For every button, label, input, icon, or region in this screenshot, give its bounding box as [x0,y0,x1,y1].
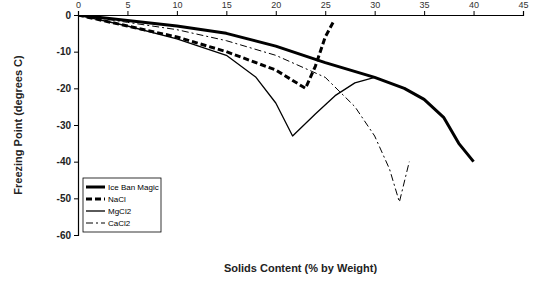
y-tick-label: -10 [57,46,72,57]
x-tick-label: 25 [321,0,331,10]
y-tick-mark [74,198,78,199]
y-tick: -40 [57,156,78,167]
x-tick-mark [127,11,128,15]
y-tick-mark [74,125,78,126]
y-tick-label: 0 [65,10,71,21]
x-tick: 25 [321,0,331,15]
series-line [78,15,474,162]
x-tick-mark [375,11,376,15]
x-tick-label: 20 [271,0,281,10]
series-group [78,15,474,202]
x-tick: 30 [370,0,380,15]
y-tick-label: -50 [57,193,72,204]
y-tick-label: -20 [57,83,72,94]
plot: 0 5 10 15 20 25 30 35 40 45 0 -10 -20 -30 -40 -50 -60 Ice… [57,0,529,241]
x-tick-mark [523,11,524,15]
y-tick-mark [74,88,78,89]
y-tick-mark [74,162,78,163]
x-tick-mark [276,11,277,15]
x-tick: 5 [125,0,130,15]
x-axis-title: Solids Content (% by Weight) [224,262,378,274]
x-tick-label: 0 [76,0,81,10]
x-tick-mark [424,11,425,15]
x-axis-line [79,11,524,16]
x-tick: 40 [469,0,479,15]
legend-label: NaCl [108,195,126,204]
x-tick-label: 45 [518,0,528,10]
x-tick-mark [325,11,326,15]
legend-label: Ice Ban Magic [108,183,159,192]
y-tick-label: -60 [57,230,72,241]
series-line [78,15,375,136]
x-tick-label: 40 [469,0,479,10]
x-tick-mark [226,11,227,15]
x-axis: 0 5 10 15 20 25 30 35 40 45 [76,0,529,16]
x-tick: 20 [271,0,281,15]
y-tick: -60 [57,230,78,241]
legend-swatch [86,210,105,211]
x-tick-label: 30 [370,0,380,10]
chart: 0 5 10 15 20 25 30 35 40 45 0 -10 -20 -30 -40 -50 -60 Ice… [0,0,537,286]
x-tick-mark [177,11,178,15]
legend-swatch [86,186,105,189]
x-tick-label: 5 [125,0,130,10]
legend: Ice Ban Magic NaCl MgCl2 CaCl2 [83,178,161,232]
y-tick-mark [74,52,78,53]
x-tick-label: 10 [172,0,182,10]
y-tick-label: -30 [57,120,72,131]
x-tick-mark [474,11,475,15]
y-tick-mark [74,15,78,16]
y-tick: -30 [57,120,78,131]
x-tick: 0 [76,0,81,15]
x-tick: 35 [420,0,430,15]
y-tick: -20 [57,83,78,94]
y-tick-label: -40 [57,156,72,167]
x-tick-mark [78,11,79,15]
legend-label: CaCl2 [108,219,131,228]
y-tick: -10 [57,46,78,57]
legend-label: MgCl2 [108,207,132,216]
y-axis-line [74,16,79,236]
y-tick: -50 [57,193,78,204]
legend-swatch [86,198,105,201]
x-tick: 10 [172,0,182,15]
y-tick-mark [74,235,78,236]
x-tick: 15 [222,0,232,15]
series-line [78,15,333,88]
legend-box [83,178,161,232]
legend-swatch [86,223,105,224]
y-axis: 0 -10 -20 -30 -40 -50 -60 [57,10,79,241]
y-tick: 0 [65,10,78,21]
x-tick-label: 15 [222,0,232,10]
y-axis-title: Freezing Point (degrees C) [12,55,24,195]
x-tick: 45 [518,0,528,15]
series-line [78,15,409,202]
x-tick-label: 35 [420,0,430,10]
